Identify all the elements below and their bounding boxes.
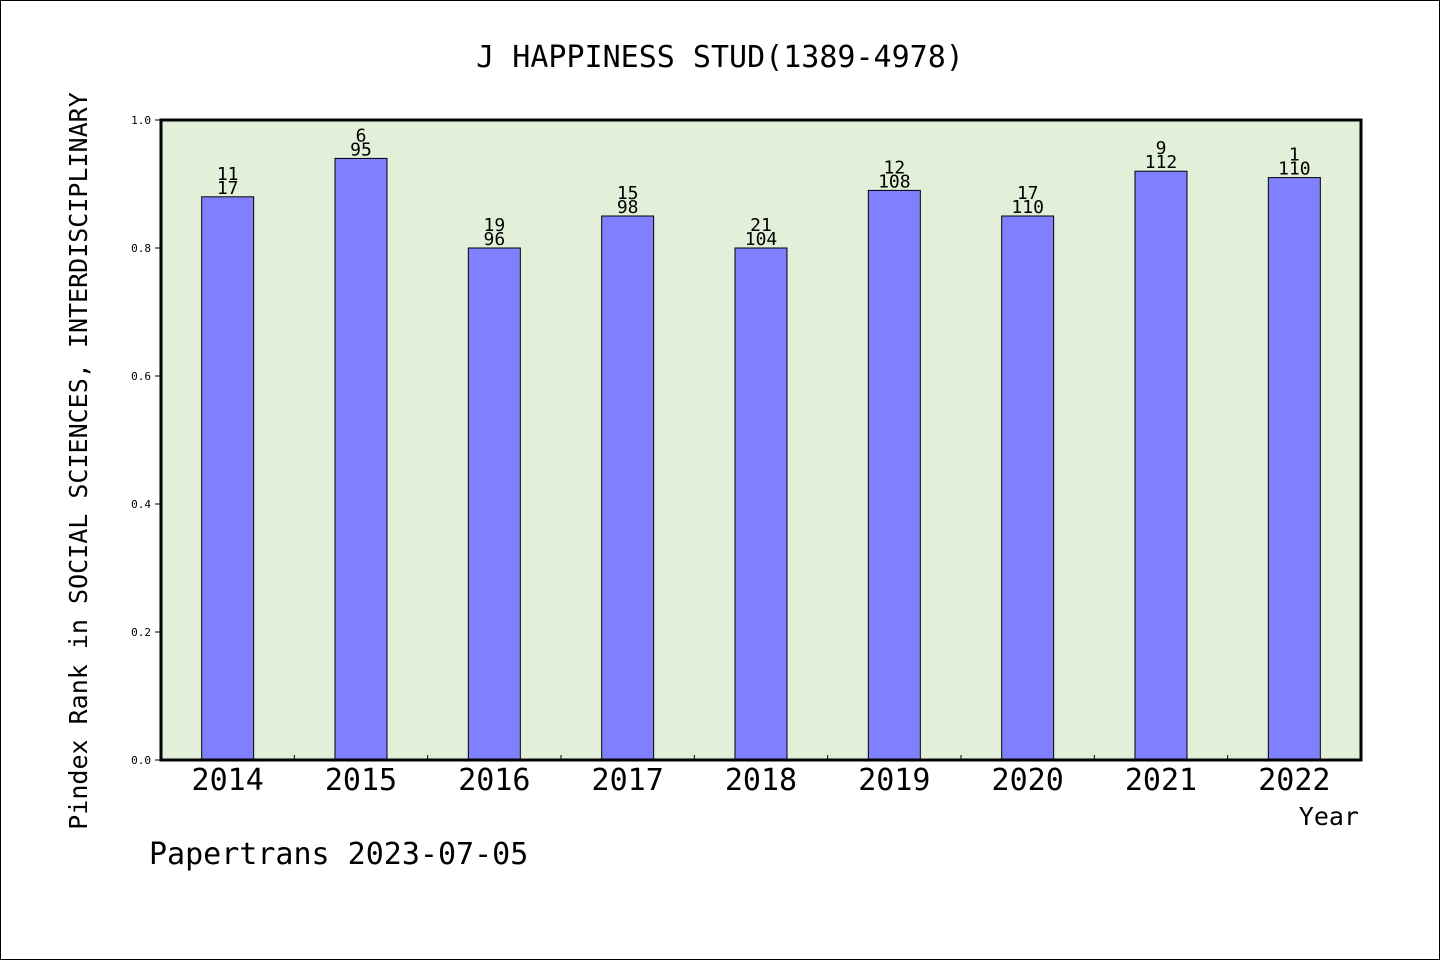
bar-count-label: 17: [217, 178, 239, 199]
bar-count-label: 110: [1278, 159, 1311, 180]
x-tick-label: 2015: [325, 763, 397, 798]
bar-count-label: 98: [617, 197, 639, 218]
bar-rank-label: 19: [483, 215, 505, 236]
chart-title: J HAPPINESS STUD(1389-4978): [476, 40, 964, 75]
bar-count-label: 96: [483, 229, 505, 250]
y-axis-label: Pindex Rank in SOCIAL SCIENCES, INTERDIS…: [64, 92, 93, 830]
bar-2021: [1134, 170, 1188, 761]
bar-rank-label: 12: [883, 157, 905, 178]
x-tick-label: 2020: [992, 763, 1064, 798]
y-tick-label: 0.6: [131, 370, 151, 383]
bar-rank-label: 15: [617, 183, 639, 204]
y-tick-label: 0.8: [131, 242, 151, 255]
bar-count-label: 112: [1145, 152, 1178, 173]
plot-border: [159, 118, 1363, 762]
bar-2020: [1001, 215, 1055, 761]
footer-credit: Papertrans 2023-07-05: [149, 837, 528, 872]
x-tick-label: 2019: [858, 763, 930, 798]
bar-2017: [601, 215, 655, 761]
x-tick-label: 2021: [1125, 763, 1197, 798]
x-tick-label: 2022: [1258, 763, 1330, 798]
y-tick-label: 0.4: [131, 498, 151, 511]
x-tick-label: 2016: [458, 763, 530, 798]
y-tick-label: 0.0: [131, 754, 151, 767]
bar-2015: [334, 157, 388, 761]
bar-rank-label: 21: [750, 215, 772, 236]
x-tick-label: 2017: [592, 763, 664, 798]
x-axis: 2014 2015 2016 2017 2018 2019 2020 2021 2022: [192, 755, 1330, 798]
bar-count-label: 95: [350, 139, 372, 160]
y-tick-label: 0.2: [131, 626, 151, 639]
bar-rank-label: 6: [356, 125, 367, 146]
bar-count-label: 104: [745, 229, 778, 250]
x-tick-label: 2018: [725, 763, 797, 798]
x-tick-label: 2014: [192, 763, 264, 798]
bar-rank-label: 17: [1017, 183, 1039, 204]
bar-2022: [1267, 177, 1321, 761]
y-tick-label: 1.0: [131, 114, 151, 127]
bar-2019: [867, 189, 921, 761]
bar-count-label: 108: [878, 171, 911, 192]
bar-rank-label: 9: [1156, 138, 1167, 159]
bar-rank-label: 1: [1289, 145, 1300, 166]
bar-rank-label: 11: [217, 164, 239, 185]
bar-2018: [734, 247, 788, 761]
bar-2014: [201, 196, 255, 761]
y-axis: 0.0 0.2 0.4 0.6 0.8 1.0: [131, 114, 161, 767]
bars-layer: [201, 157, 1321, 761]
x-axis-label: Year: [1299, 802, 1359, 831]
bar-count-label: 110: [1011, 197, 1044, 218]
bar-2016: [467, 247, 521, 761]
